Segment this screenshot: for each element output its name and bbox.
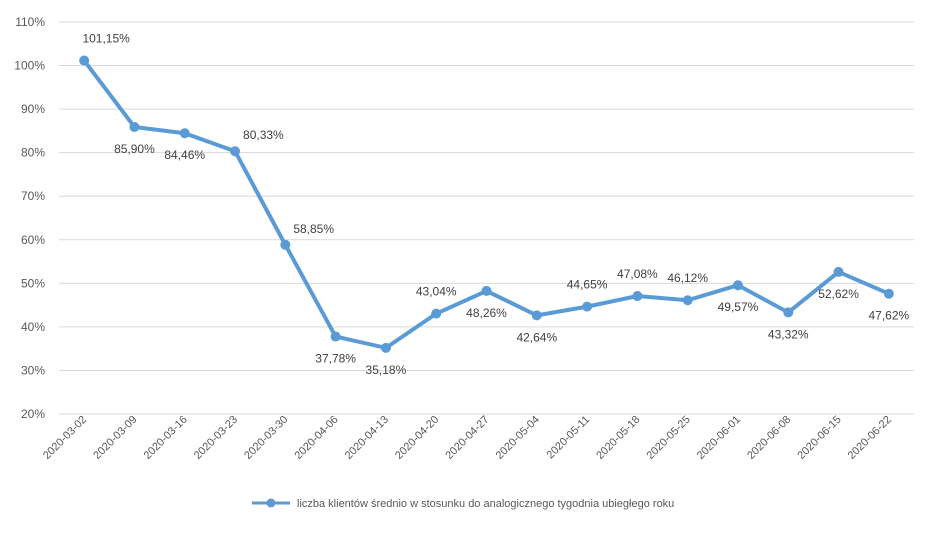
legend: liczba klientów średnio w stosunku do an…: [252, 498, 674, 510]
data-point: [280, 239, 291, 250]
data-label: 44,65%: [567, 278, 608, 292]
y-tick-label: 100%: [14, 59, 45, 73]
x-tick-label: 2020-03-09: [91, 414, 139, 462]
gridlines: [59, 21, 914, 415]
y-tick-label: 80%: [21, 146, 45, 160]
data-point: [481, 285, 492, 296]
x-tick-label: 2020-05-18: [594, 414, 642, 462]
x-tick-label: 2020-05-25: [645, 414, 693, 462]
data-label: 48,26%: [466, 306, 507, 320]
data-point: [129, 121, 140, 132]
y-tick-label: 60%: [21, 233, 45, 247]
data-label: 58,85%: [293, 222, 334, 236]
data-point: [883, 288, 894, 299]
data-label: 43,32%: [768, 327, 809, 341]
data-point: [380, 342, 391, 353]
data-point: [179, 128, 190, 139]
data-label: 101,15%: [82, 32, 130, 46]
y-tick-label: 90%: [21, 102, 45, 116]
y-tick-label: 30%: [21, 363, 45, 377]
x-tick-label: 2020-04-27: [443, 414, 491, 462]
data-label: 37,78%: [315, 352, 356, 366]
x-tick-label: 2020-06-22: [846, 414, 894, 462]
x-tick-label: 2020-03-16: [142, 414, 190, 462]
x-tick-label: 2020-03-30: [242, 414, 290, 462]
data-point: [79, 55, 90, 66]
data-labels: 101,15% 85,90% 84,46% 80,33% 58,85% 37,78% 35,…: [82, 32, 909, 377]
y-tick-label: 50%: [21, 276, 45, 290]
data-label: 46,12%: [667, 271, 708, 285]
data-point: [732, 280, 743, 291]
x-tick-label: 2020-05-11: [545, 414, 593, 462]
x-tick-label: 2020-03-23: [192, 414, 240, 462]
y-tick-label: 70%: [21, 189, 45, 203]
x-tick-label: 2020-06-08: [745, 414, 793, 462]
data-label: 35,18%: [366, 363, 407, 377]
x-tick-label: 2020-06-15: [795, 414, 843, 462]
x-tick-label: 2020-04-20: [393, 414, 441, 462]
data-label: 52,62%: [818, 287, 859, 301]
data-point: [531, 310, 542, 321]
y-tick-label: 40%: [21, 320, 45, 334]
x-tick-label: 2020-04-06: [292, 414, 340, 462]
data-label: 85,90%: [114, 142, 155, 156]
x-axis-ticks: 2020-03-02 2020-03-09 2020-03-16 2020-03-23…: [41, 414, 894, 462]
data-label: 80,33%: [243, 128, 284, 142]
series-line: [82, 58, 891, 350]
data-label: 49,57%: [718, 300, 759, 314]
legend-point-marker: [266, 498, 276, 508]
data-point: [833, 266, 844, 277]
series-line-group: [79, 55, 894, 353]
x-tick-label: 2020-06-01: [695, 414, 743, 462]
data-point: [230, 146, 241, 157]
y-axis-ticks: 20% 30% 40% 50% 60% 70% 80% 90% 100% 110%: [14, 15, 45, 421]
data-point: [582, 301, 593, 312]
y-tick-label: 20%: [21, 407, 45, 421]
data-label: 84,46%: [164, 148, 205, 162]
data-label: 47,08%: [617, 267, 658, 281]
x-tick-label: 2020-05-04: [494, 414, 542, 462]
y-tick-label: 110%: [15, 15, 45, 29]
x-tick-label: 2020-03-02: [41, 414, 89, 462]
x-tick-label: 2020-04-13: [343, 414, 391, 462]
data-point: [682, 295, 693, 306]
data-label: 42,64%: [516, 330, 557, 344]
data-point: [783, 307, 794, 318]
legend-entry: liczba klientów średnio w stosunku do an…: [297, 498, 674, 510]
data-label: 43,04%: [416, 285, 457, 299]
data-label: 47,62%: [869, 309, 910, 323]
data-point: [632, 291, 643, 302]
data-point: [330, 331, 341, 342]
data-point: [431, 308, 442, 319]
